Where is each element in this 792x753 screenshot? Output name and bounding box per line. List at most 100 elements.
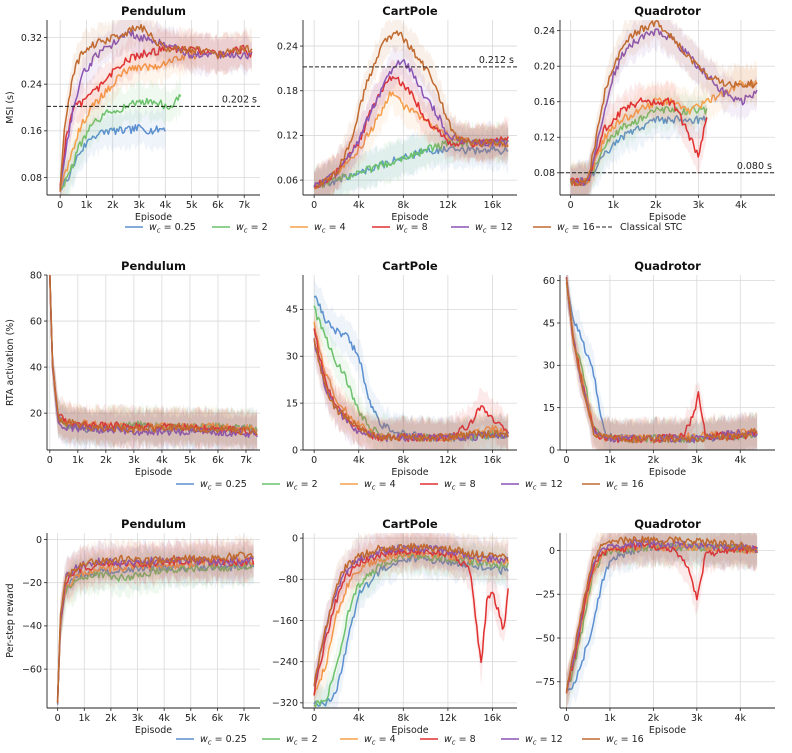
x-tick-label: 4k	[734, 455, 746, 466]
series-band-wc_8	[314, 533, 509, 708]
x-tick-label: 2k	[650, 200, 662, 211]
panel-title: CartPole	[382, 4, 438, 18]
x-tick-label: 4k	[353, 713, 365, 724]
series-line-wc_4	[59, 50, 198, 190]
y-tick-label: 0.08	[21, 173, 42, 184]
y-tick-label: 80	[30, 270, 42, 281]
panel-rta-quadrotor: 0 15 30 45 60 0 1k 2k 3k 4k Quadrotor Episode	[543, 259, 775, 478]
series-line-wc_2	[569, 106, 708, 187]
series-band-wc_8	[60, 26, 252, 195]
legend-item-wc_12: wc = 12	[451, 222, 513, 235]
series-band-wc_4	[570, 61, 757, 195]
series-line-wc_16	[314, 30, 509, 189]
legend-item-wc_12: wc = 12	[501, 479, 563, 492]
series-band-wc_16	[566, 533, 758, 708]
panel-title: CartPole	[382, 517, 438, 531]
series-line-wc_0_25	[569, 114, 708, 187]
legend-label: wc = 8	[444, 479, 476, 492]
legend-item-wc_0_25: wc = 0.25	[176, 734, 247, 747]
series-line-wc_4	[569, 79, 758, 187]
x-tick-label: 2k	[105, 713, 117, 724]
series-line-wc_12	[313, 58, 509, 188]
series-band-wc_8	[314, 59, 509, 195]
panel-title: Pendulum	[121, 517, 186, 531]
x-axis-label: Episode	[135, 725, 172, 736]
series-band-wc_0_25	[60, 106, 166, 195]
legend-label: wc = 2	[286, 734, 318, 747]
y-tick-label: −60	[22, 664, 42, 675]
series-band-wc_2	[314, 293, 509, 450]
x-tick-label: 3k	[133, 200, 145, 211]
x-tick-label: 4k	[734, 713, 746, 724]
y-tick-label: 0	[292, 445, 298, 456]
legend-item-wc_2: wc = 2	[262, 479, 318, 492]
y-axis-label: Per-step reward	[5, 583, 16, 657]
series-line-wc_0_25	[59, 123, 166, 191]
x-tick-label: 3k	[132, 713, 144, 724]
panel-reward-pendulum: −60 −40 −20 0 0 1k 2k 3k 4k 5k 6k 7k Pendulum Episode…	[5, 517, 260, 736]
x-tick-label: 4k	[353, 200, 365, 211]
y-tick-label: 0	[549, 546, 555, 557]
x-tick-label: 0	[563, 455, 569, 466]
x-tick-label: 0	[57, 200, 63, 211]
legend-item-wc_2: wc = 2	[212, 222, 268, 235]
series-line-wc_4	[313, 549, 509, 696]
panel-title: CartPole	[382, 259, 438, 273]
classical-stc-label: 0.080 s	[737, 161, 772, 172]
y-tick-label: −80	[278, 575, 298, 586]
y-tick-label: 20	[30, 408, 42, 419]
legend: wc = 0.25 wc = 2 wc = 4 wc = 8 wc = 12 wc = 1…	[176, 734, 644, 747]
legend-item-wc_8: wc = 8	[420, 479, 476, 492]
panel-reward-cartpole: −320 −240 −160 −80 0 0 4k 8k 12k 16k CartPole Episo…	[272, 517, 517, 736]
legend-item-wc_0_25: wc = 0.25	[176, 479, 247, 492]
series-band-wc_16	[570, 20, 757, 195]
panel-msi-quadrotor: 0.080 s 0.08 0.12 0.16 0.20 0.24 0 1k 2k 3k 4k Quad…	[534, 4, 775, 223]
x-tick-label: 2k	[100, 455, 112, 466]
x-axis-label: Episode	[135, 212, 172, 223]
x-tick-label: 4k	[735, 200, 747, 211]
y-tick-label: 60	[30, 316, 42, 327]
x-tick-label: 16k	[484, 455, 502, 466]
y-tick-label: 0.16	[534, 97, 555, 108]
x-tick-label: 0	[311, 200, 317, 211]
series-group	[313, 20, 509, 195]
classical-stc-label: 0.212 s	[479, 55, 514, 66]
x-tick-label: 0	[55, 713, 61, 724]
x-tick-label: 8k	[398, 713, 410, 724]
legend-label: wc = 16	[606, 734, 644, 747]
legend: wc = 0.25 wc = 2 wc = 4 wc = 8 wc = 12 wc = 1…	[176, 479, 644, 492]
x-tick-label: 0	[311, 455, 317, 466]
x-tick-label: 2k	[648, 455, 660, 466]
series-group	[49, 275, 258, 450]
series-line-wc_12	[49, 276, 258, 438]
y-tick-label: 0.20	[534, 61, 555, 72]
x-tick-label: 3k	[691, 455, 703, 466]
y-tick-label: 0	[549, 445, 555, 456]
y-tick-label: 15	[286, 398, 298, 409]
x-tick-label: 0	[568, 200, 574, 211]
y-tick-label: −20	[22, 578, 42, 589]
y-tick-label: 30	[286, 352, 298, 363]
series-line-wc_2	[59, 93, 182, 191]
y-tick-label: 45	[286, 305, 298, 316]
legend-label: wc = 0.25	[149, 222, 196, 235]
x-tick-label: 16k	[484, 713, 502, 724]
x-tick-label: 1k	[79, 713, 91, 724]
x-axis-label: Episode	[391, 725, 428, 736]
series-line-wc_16	[313, 338, 509, 442]
x-tick-label: 0	[311, 713, 317, 724]
panel-rta-pendulum: 20 40 60 80 0 1k 2k 3k 4k 5k 6k 7k Pendulum Episode RT…	[5, 259, 260, 478]
series-line-wc_16	[569, 20, 758, 187]
x-tick-label: 4k	[156, 455, 168, 466]
series-line-wc_12	[565, 539, 758, 694]
x-tick-label: 7k	[238, 713, 250, 724]
series-group	[56, 533, 255, 708]
series-band-wc_12	[570, 20, 757, 195]
legend-label: wc = 8	[396, 222, 428, 235]
legend-item-classical-stc: Classical STC	[596, 222, 683, 233]
series-band-wc_4	[314, 308, 509, 450]
x-tick-label: 4k	[160, 200, 172, 211]
legend-label: wc = 8	[444, 734, 476, 747]
series-line-wc_12	[569, 28, 758, 187]
